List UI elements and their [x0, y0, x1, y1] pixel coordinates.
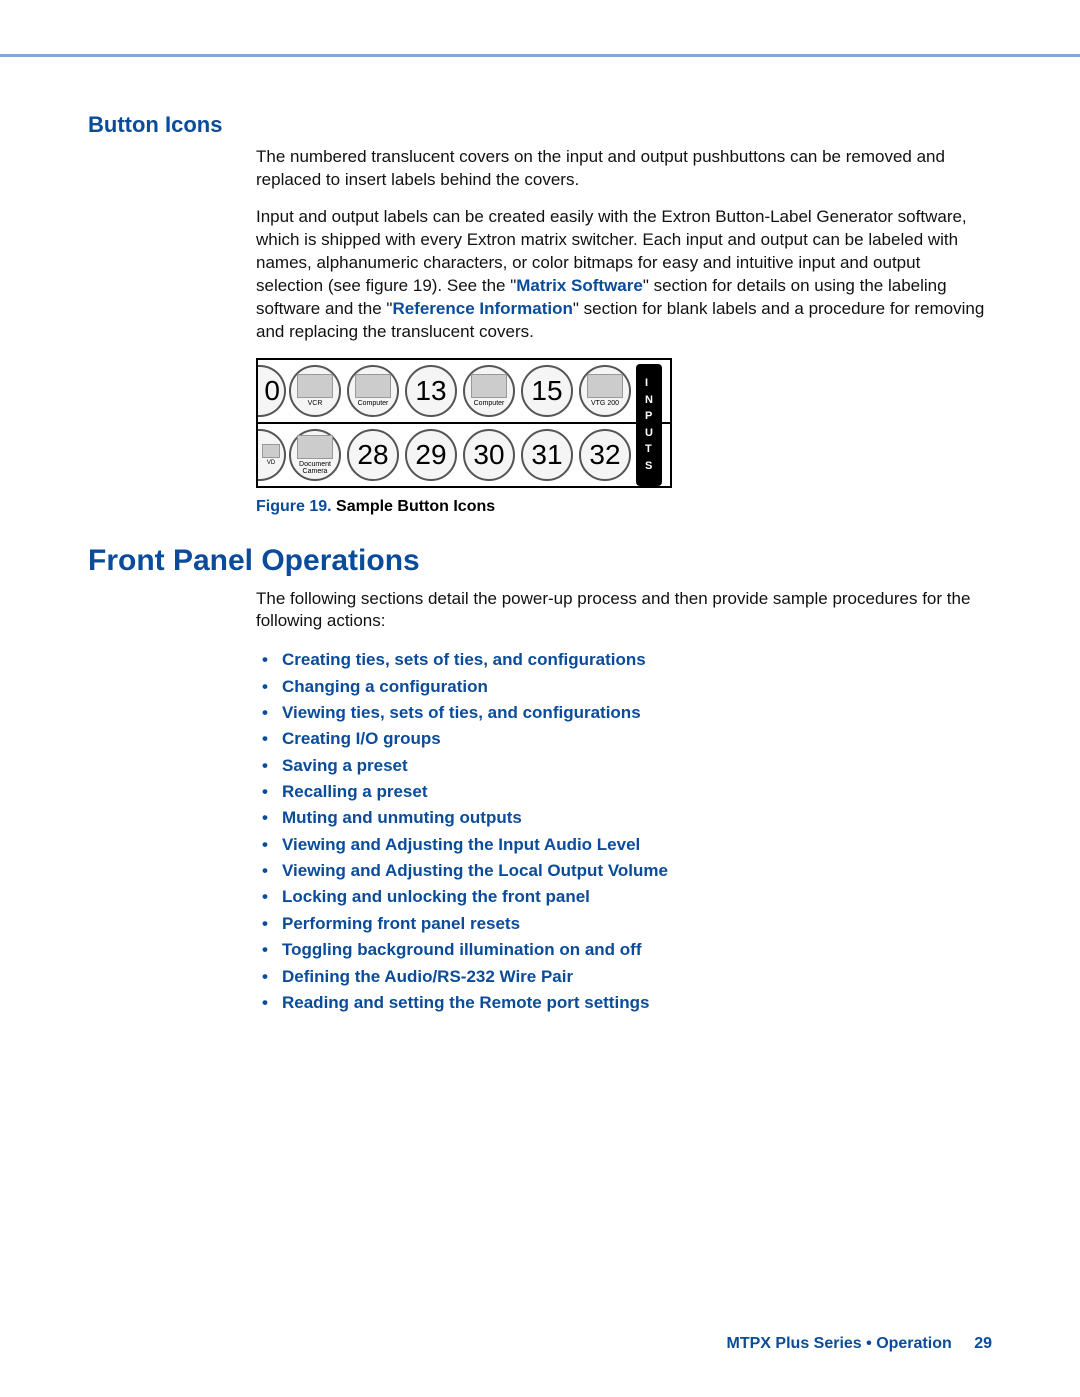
device-icon: [587, 374, 623, 398]
footer-title: MTPX Plus Series • Operation: [727, 1335, 952, 1352]
action-item-10[interactable]: Performing front panel resets: [256, 911, 992, 937]
device-icon: [471, 374, 507, 398]
dvd-icon: [262, 444, 280, 458]
row1-button-13: 13: [405, 365, 457, 417]
figure-caption: Figure 19. Sample Button Icons: [256, 498, 992, 516]
row2-button-30: 30: [463, 429, 515, 481]
action-item-8[interactable]: Viewing and Adjusting the Local Output V…: [256, 858, 992, 884]
action-item-13[interactable]: Reading and setting the Remote port sett…: [256, 990, 992, 1016]
actions-list: Creating ties, sets of ties, and configu…: [256, 647, 992, 1016]
row2-button-31: 31: [521, 429, 573, 481]
figure-row-2: VD Document Camera 2829303132: [258, 424, 670, 486]
row2-button-document-camera: Document Camera: [289, 429, 341, 481]
figure-sample-button-icons: 0 VCR Computer 13 Computer 15 VTG 200 VD Docu…: [256, 358, 672, 488]
footer-page-number: 29: [974, 1335, 992, 1352]
action-item-6[interactable]: Muting and unmuting outputs: [256, 805, 992, 831]
button-label: Computer: [474, 400, 505, 407]
action-item-0[interactable]: Creating ties, sets of ties, and configu…: [256, 647, 992, 673]
action-item-9[interactable]: Locking and unlocking the front panel: [256, 884, 992, 910]
button-label: VCR: [308, 400, 323, 407]
row2-button-28: 28: [347, 429, 399, 481]
action-item-4[interactable]: Saving a preset: [256, 753, 992, 779]
row1-button-computer: Computer: [463, 365, 515, 417]
device-icon: [297, 435, 333, 459]
button-half-vd-label: VD: [267, 460, 275, 466]
button-label: Document Camera: [299, 461, 331, 475]
button-half-0: 0: [258, 365, 286, 417]
para-intro-actions: The following sections detail the power-…: [256, 588, 992, 634]
action-item-11[interactable]: Toggling background illumination on and …: [256, 937, 992, 963]
action-item-5[interactable]: Recalling a preset: [256, 779, 992, 805]
figure-caption-text: Sample Button Icons: [332, 498, 496, 515]
action-item-7[interactable]: Viewing and Adjusting the Input Audio Le…: [256, 832, 992, 858]
action-item-1[interactable]: Changing a configuration: [256, 674, 992, 700]
para-covers: The numbered translucent covers on the i…: [256, 146, 992, 192]
figure-row-1: 0 VCR Computer 13 Computer 15 VTG 200: [258, 360, 670, 422]
device-icon: [355, 374, 391, 398]
heading-front-panel-operations: Front Panel Operations: [88, 544, 992, 578]
row2-button-32: 32: [579, 429, 631, 481]
action-item-2[interactable]: Viewing ties, sets of ties, and configur…: [256, 700, 992, 726]
row1-button-vcr: VCR: [289, 365, 341, 417]
page-footer: MTPX Plus Series • Operation 29: [727, 1335, 992, 1353]
button-label: VTG 200: [591, 400, 619, 407]
link-reference-information[interactable]: Reference Information: [392, 299, 572, 318]
para-labels: Input and output labels can be created e…: [256, 206, 992, 344]
button-half-vd: VD: [258, 429, 286, 481]
device-icon: [297, 374, 333, 398]
inputs-side-tab: I N P U T S: [636, 364, 662, 486]
figure-caption-label: Figure 19.: [256, 498, 332, 515]
top-rule: [0, 54, 1080, 57]
button-label: Computer: [358, 400, 389, 407]
heading-button-icons: Button Icons: [88, 112, 992, 138]
row1-button-vtg-200: VTG 200: [579, 365, 631, 417]
row1-button-computer: Computer: [347, 365, 399, 417]
row1-button-15: 15: [521, 365, 573, 417]
action-item-3[interactable]: Creating I/O groups: [256, 726, 992, 752]
link-matrix-software[interactable]: Matrix Software: [516, 276, 643, 295]
row2-button-29: 29: [405, 429, 457, 481]
action-item-12[interactable]: Defining the Audio/RS-232 Wire Pair: [256, 964, 992, 990]
